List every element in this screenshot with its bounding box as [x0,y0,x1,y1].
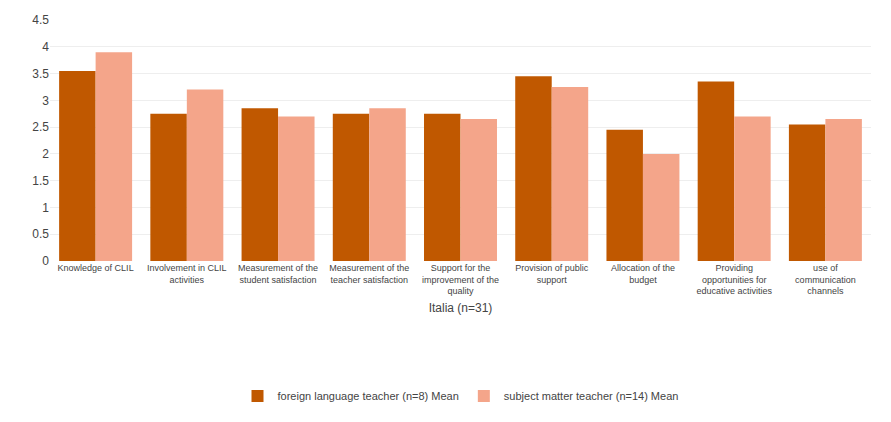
svg-text:Measurement of thestudent sati: Measurement of thestudent satisfaction [238,263,318,285]
svg-text:2.5: 2.5 [32,120,49,134]
svg-text:use ofcommunicationchannels: use ofcommunicationchannels [795,263,856,296]
svg-text:0: 0 [42,254,49,268]
svg-text:Provision of publicsupport: Provision of publicsupport [515,263,589,285]
svg-text:4: 4 [42,40,49,54]
svg-text:Allocation of thebudget: Allocation of thebudget [611,263,675,285]
svg-text:4.5: 4.5 [32,13,49,27]
svg-text:3.5: 3.5 [32,67,49,81]
svg-text:Providingopportunities foreduc: Providingopportunities foreducative acti… [696,263,772,296]
svg-text:2: 2 [42,147,49,161]
svg-text:1.5: 1.5 [32,174,49,188]
svg-text:0.5: 0.5 [32,227,49,241]
svg-text:Support for theimprovement of: Support for theimprovement of thequality [422,263,499,296]
svg-text:1: 1 [42,201,49,215]
svg-text:Italia (n=31): Italia (n=31) [429,301,493,315]
svg-text:Involvement in CLILactivities: Involvement in CLILactivities [147,263,227,285]
svg-text:Knowledge of CLIL: Knowledge of CLIL [58,263,134,273]
svg-text:subject matter teacher (n=14): subject matter teacher (n=14) Mean [504,390,679,402]
svg-text:Measurement of theteacher sati: Measurement of theteacher satisfaction [329,263,409,285]
svg-text:foreign language teacher (n=8): foreign language teacher (n=8) Mean [278,390,459,402]
svg-text:3: 3 [42,94,49,108]
